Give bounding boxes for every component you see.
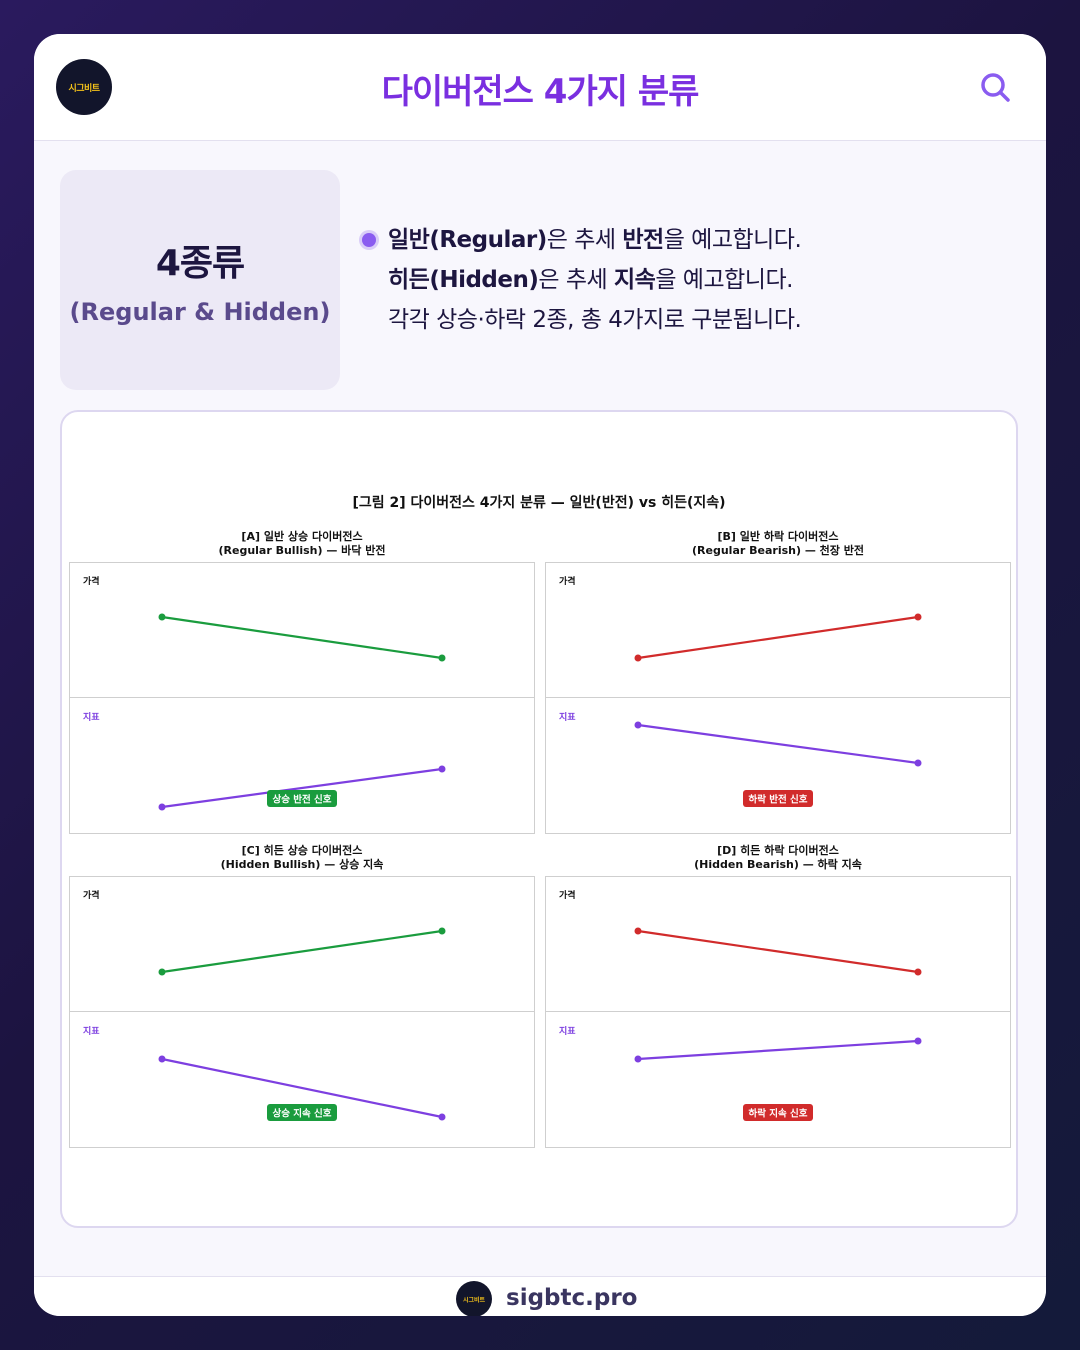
price-point [634, 654, 642, 662]
price-subplot-frame [69, 876, 535, 1012]
indicator-point [914, 759, 922, 767]
price-line [637, 929, 919, 974]
price-point [438, 927, 446, 935]
summary-count: 4종류 [155, 243, 245, 284]
price-axis-label: 가격 [83, 889, 100, 901]
panel-title-line1: [D] 히든 하락 다이버전스 [717, 844, 839, 857]
indicator-point [634, 721, 642, 729]
indicator-subplot-frame [69, 697, 535, 834]
signal-badge-label: 하락 반전 신호 [748, 794, 807, 806]
price-point [438, 654, 446, 662]
chart-card: [그림 2] 다이버전스 4가지 분류 — 일반(반전) vs 히든(지속) [… [60, 410, 1018, 1228]
price-point [914, 968, 922, 976]
indicator-subplot-frame [545, 1011, 1011, 1148]
indicator-point [438, 1113, 446, 1121]
signal-badge [743, 790, 813, 807]
price-axis-label: 가격 [559, 575, 576, 587]
description-line-3: 각각 상승·하락 2종, 총 4가지로 구분됩니다. [388, 307, 802, 333]
panel-title-line1: [B] 일반 하락 다이버전스 [717, 530, 839, 543]
brand-logo[interactable]: 시그비트 [56, 59, 112, 115]
signal-badge [743, 1104, 813, 1121]
indicator-subplot-frame [69, 1011, 535, 1148]
price-point [634, 927, 642, 935]
indicator-line [161, 767, 443, 809]
footer-logo[interactable]: 시그비트 [456, 1281, 492, 1316]
price-line [161, 615, 443, 660]
panel-title-line2: (Hidden Bearish) — 하락 지속 [694, 858, 862, 871]
footer: 시그비트 sigbtc.pro [34, 1276, 1046, 1316]
panel-title-line2: (Regular Bearish) — 천장 반전 [692, 544, 864, 557]
panel-title-line1: [C] 히든 상승 다이버전스 [241, 844, 363, 857]
indicator-axis-label: 지표 [559, 1025, 576, 1037]
indicator-subplot-frame [545, 697, 1011, 834]
indicator-point [158, 1055, 166, 1063]
indicator-point [158, 803, 166, 811]
indicator-axis-label: 지표 [83, 1025, 100, 1037]
indicator-line [161, 1057, 443, 1119]
price-subplot-frame [545, 562, 1011, 698]
summary-subtitle: (Regular & Hidden) [69, 298, 331, 326]
signal-badge [267, 1104, 337, 1121]
price-point [158, 968, 166, 976]
indicator-point [914, 1037, 922, 1045]
indicator-point [634, 1055, 642, 1063]
price-point [914, 613, 922, 621]
description-line-2: 히든(Hidden)은 추세 지속을 예고합니다. [388, 267, 793, 293]
indicator-line [637, 723, 919, 765]
signal-badge-label: 상승 지속 신호 [272, 1108, 331, 1120]
price-subplot-frame [69, 562, 535, 698]
header: 시그비트 다이버전스 4가지 분류 [34, 34, 1046, 141]
panel-title-line2: (Hidden Bullish) — 상승 지속 [220, 858, 384, 871]
signal-badge [267, 790, 337, 807]
signal-badge-label: 상승 반전 신호 [272, 794, 331, 806]
indicator-line [637, 1039, 919, 1061]
search-icon[interactable] [978, 70, 1012, 104]
price-line [637, 615, 919, 660]
indicator-axis-label: 지표 [83, 711, 100, 723]
price-axis-label: 가격 [559, 889, 576, 901]
indicator-axis-label: 지표 [559, 711, 576, 723]
panel-title-line2: (Regular Bullish) — 바닥 반전 [218, 544, 386, 557]
price-point [158, 613, 166, 621]
price-axis-label: 가격 [83, 575, 100, 587]
panel-title-line1: [A] 일반 상승 다이버전스 [241, 530, 363, 543]
indicator-point [438, 765, 446, 773]
footer-site-link[interactable]: sigbtc.pro [506, 1285, 638, 1311]
signal-badge-label: 하락 지속 신호 [748, 1108, 807, 1120]
price-line [161, 929, 443, 974]
summary-box: 4종류 (Regular & Hidden) [60, 170, 340, 390]
description-line-1: 일반(Regular)은 추세 반전을 예고합니다. [388, 227, 802, 253]
page-title: 다이버전스 4가지 분류 [381, 72, 700, 112]
main-card: 시그비트 다이버전스 4가지 분류 4종류 (Regular & Hidden)… [34, 34, 1046, 1316]
price-subplot-frame [545, 876, 1011, 1012]
chart-title: [그림 2] 다이버전스 4가지 분류 — 일반(반전) vs 히든(지속) [352, 495, 726, 511]
bullet-dot-icon [362, 233, 376, 247]
